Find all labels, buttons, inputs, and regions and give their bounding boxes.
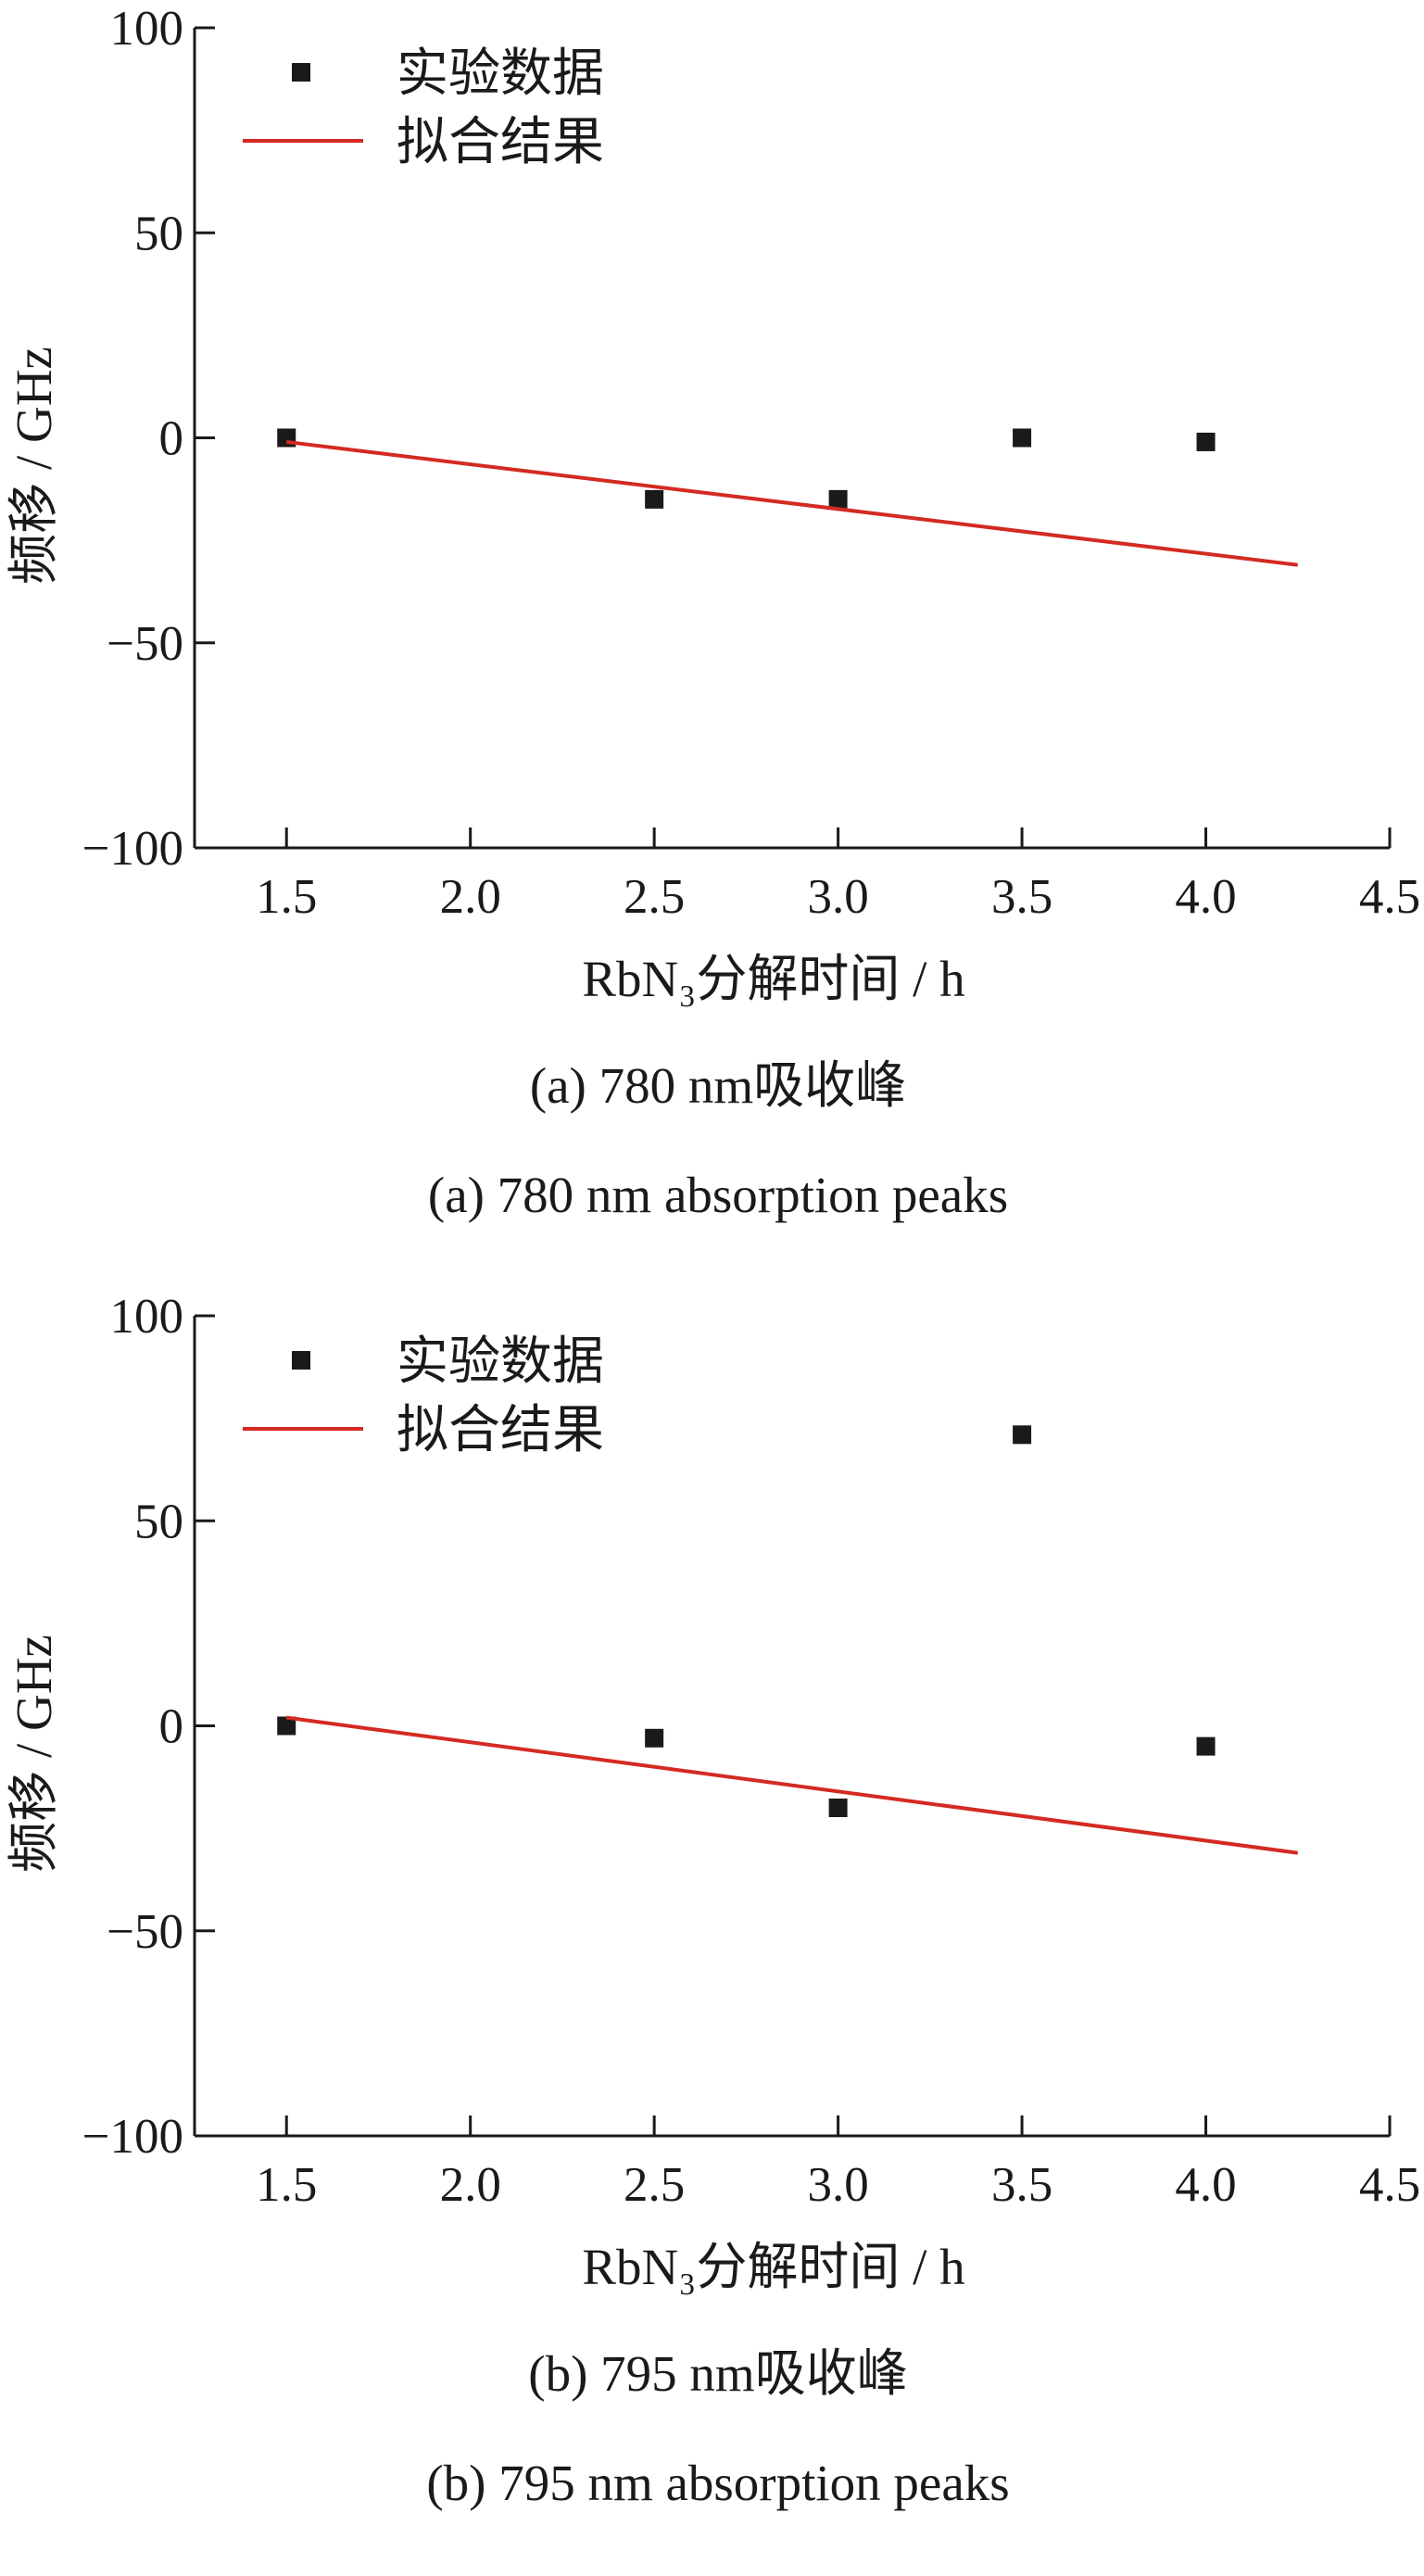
y-tick-label: 0 (159, 412, 184, 466)
chart-svg-b: 100 50 0 −50 −100 1.5 2.0 2.5 3.0 3.5 4.0 4.5 频移 / G… (6, 1290, 1420, 2511)
data-point (828, 489, 848, 509)
data-point (277, 1716, 296, 1736)
y-tick-label: 50 (134, 1495, 183, 1548)
legend-marker-swatch (292, 63, 310, 82)
chart-svg-a: 100 50 0 −50 −100 1.5 2.0 2.5 3.0 3.5 4.0 4.5 频移 / G… (6, 2, 1420, 1223)
data-point (645, 1728, 664, 1748)
x-tick-label: 3.0 (807, 2158, 868, 2212)
y-tick-label: −50 (107, 617, 183, 671)
data-point (1196, 1736, 1216, 1756)
y-tick-label: 100 (110, 1290, 184, 1344)
legend-label: 拟合结果 (397, 112, 604, 172)
x-tick-label: 4.5 (1359, 870, 1420, 924)
fit-line (285, 1715, 1299, 1855)
caption-english: (a) 780 nm absorption peaks (428, 1167, 1008, 1223)
y-tick-label: −100 (82, 2110, 183, 2164)
x-tick-label: 2.5 (624, 2158, 685, 2212)
legend-marker-swatch (292, 1351, 310, 1370)
data-point (1013, 1425, 1032, 1445)
data-point (1013, 428, 1032, 448)
legend-label: 实验数据 (397, 1332, 604, 1392)
x-tick-label: 2.5 (624, 870, 685, 924)
x-tick-label: 3.5 (991, 2158, 1052, 2212)
data-point (645, 489, 664, 509)
y-tick-label: −50 (107, 1905, 183, 1959)
y-tick-label: 100 (110, 2, 184, 56)
caption-chinese: (a) 780 nm吸收峰 (530, 1057, 906, 1114)
x-tick-label: 1.5 (256, 870, 317, 924)
x-tick-label: 4.0 (1175, 2158, 1236, 2212)
x-tick-label: 3.5 (991, 870, 1052, 924)
x-tick-label: 4.5 (1359, 2158, 1420, 2212)
chart-panel-b: 100 50 0 −50 −100 1.5 2.0 2.5 3.0 3.5 4.0 4.5 频移 / G… (0, 1288, 1424, 2576)
y-tick-label: 50 (134, 207, 183, 260)
x-tick-label: 2.0 (440, 2158, 501, 2212)
y-tick-label: 0 (159, 1700, 184, 1754)
x-tick-label: 4.0 (1175, 870, 1236, 924)
caption-english: (b) 795 nm absorption peaks (426, 2455, 1009, 2511)
data-point (1196, 432, 1216, 451)
caption-chinese: (b) 795 nm吸收峰 (528, 2345, 907, 2402)
legend-label: 实验数据 (397, 44, 604, 104)
x-axis-label: RbN₃分解时间 / h (582, 951, 964, 1007)
chart-panel-a: 100 50 0 −50 −100 1.5 2.0 2.5 3.0 3.5 4.0 4.5 频移 / G… (6, 2, 1420, 1223)
x-tick-label: 1.5 (256, 2158, 317, 2212)
x-tick-label: 2.0 (440, 870, 501, 924)
y-tick-label: −100 (82, 822, 183, 876)
fit-line (285, 439, 1299, 567)
x-tick-label: 3.0 (807, 870, 868, 924)
y-axis-label: 频移 / GHz (6, 1635, 62, 1873)
data-point (828, 1799, 848, 1817)
x-axis-label: RbN₃分解时间 / h (582, 2239, 964, 2295)
legend-label: 拟合结果 (397, 1400, 604, 1460)
y-axis-label: 频移 / GHz (6, 347, 62, 585)
